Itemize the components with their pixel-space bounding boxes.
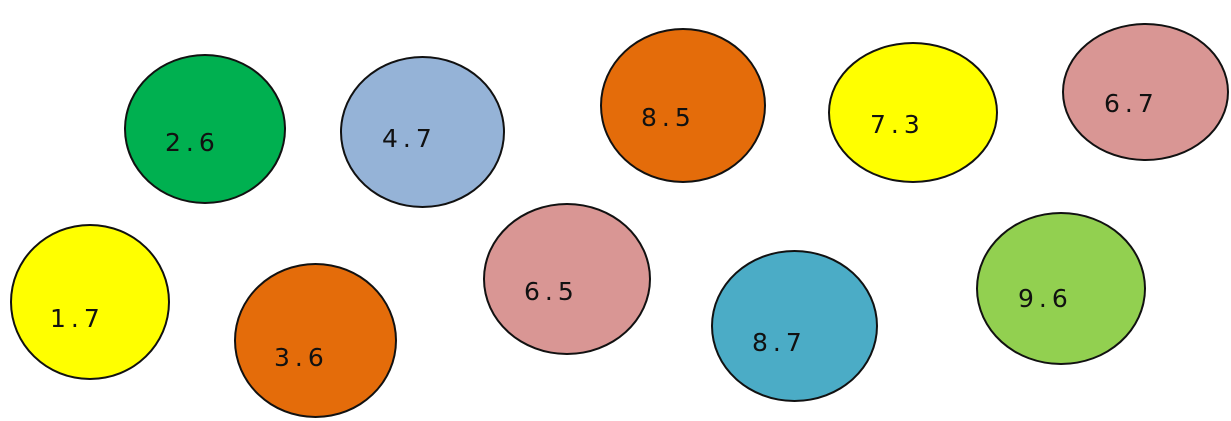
bubble-label: 9.6 bbox=[1018, 284, 1073, 313]
bubble: 2.6 bbox=[124, 54, 286, 204]
bubble-label: 8.5 bbox=[641, 103, 696, 132]
bubble-label: 4.7 bbox=[382, 124, 437, 153]
bubble: 4.7 bbox=[340, 56, 505, 208]
bubble: 3.6 bbox=[234, 263, 397, 418]
bubble: 1.7 bbox=[10, 224, 170, 380]
bubble-label: 3.6 bbox=[274, 343, 329, 372]
bubble-label: 6.5 bbox=[524, 277, 579, 306]
bubble-label: 6.7 bbox=[1104, 89, 1159, 118]
bubble-label: 8.7 bbox=[752, 328, 807, 357]
bubble: 8.5 bbox=[600, 28, 766, 183]
bubble: 8.7 bbox=[711, 250, 878, 402]
bubble-label: 7.3 bbox=[870, 110, 925, 139]
bubble: 6.5 bbox=[483, 203, 651, 355]
bubble-label: 2.6 bbox=[165, 128, 220, 157]
bubble: 6.7 bbox=[1062, 23, 1229, 161]
bubble: 7.3 bbox=[828, 42, 998, 183]
bubble: 9.6 bbox=[976, 212, 1146, 365]
bubble-label: 1.7 bbox=[50, 304, 105, 333]
